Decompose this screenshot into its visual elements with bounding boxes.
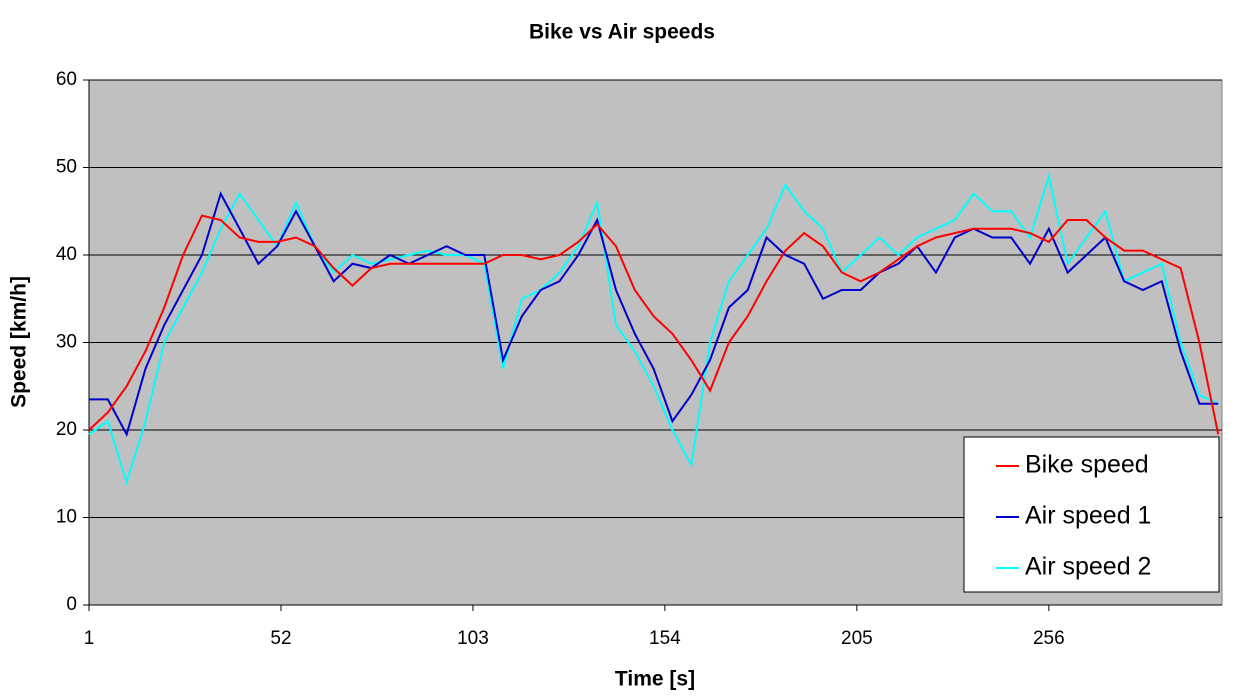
y-axis-label: Speed [km/h]	[8, 276, 31, 408]
series-line	[88, 214, 1220, 435]
y-tick-label: 30	[56, 332, 77, 353]
x-tick-label: 205	[841, 628, 873, 649]
legend-box	[963, 436, 1220, 593]
legend-label: Bike speed	[1025, 451, 1149, 479]
x-tick-label: 1	[84, 628, 95, 649]
x-axis-label: Time [s]	[615, 668, 695, 691]
y-tick-label: 50	[56, 157, 77, 178]
legend-label: Air speed 1	[1025, 502, 1151, 530]
legend-label: Air speed 2	[1025, 553, 1151, 581]
x-tick-label: 256	[1033, 628, 1065, 649]
y-tick-label: 20	[56, 419, 77, 440]
y-tick-label: 60	[56, 69, 77, 90]
chart-title: Bike vs Air speeds	[529, 21, 715, 44]
y-tick-label: 0	[66, 594, 77, 615]
x-tick-label: 103	[457, 628, 489, 649]
y-tick-label: 40	[56, 244, 77, 265]
y-tick-label: 10	[56, 507, 77, 528]
series-line	[89, 191, 1219, 438]
x-tick-label: 154	[649, 628, 681, 649]
x-tick-label: 52	[270, 628, 291, 649]
